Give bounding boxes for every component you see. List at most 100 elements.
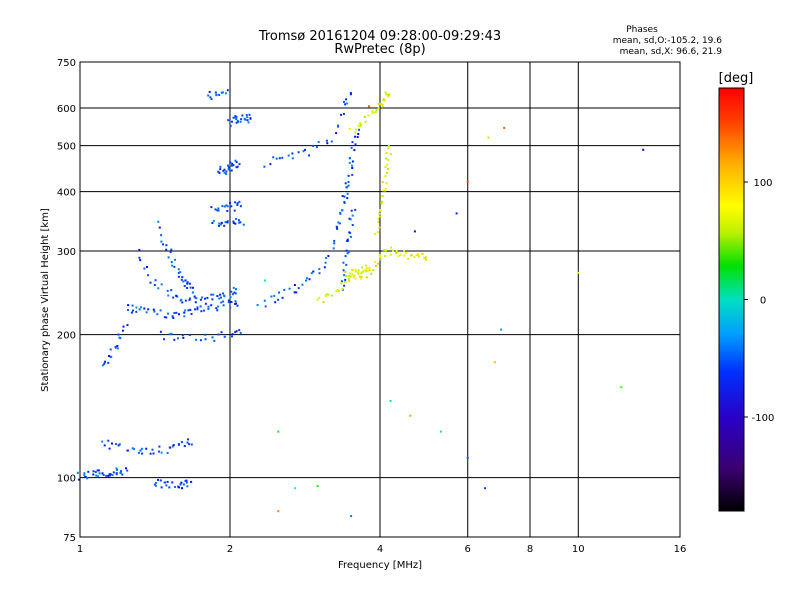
o-mode-point [346, 239, 349, 242]
o-mode-point [343, 201, 346, 204]
x-mode-point [337, 290, 340, 293]
o-mode-point [116, 347, 119, 350]
colorbar [718, 87, 745, 512]
o-mode-point [239, 331, 242, 334]
x-mode-point [354, 131, 357, 134]
o-mode-point [117, 444, 120, 447]
data-points [76, 89, 645, 518]
x-mode-point [351, 273, 354, 276]
o-mode-point [337, 221, 340, 224]
o-mode-point [204, 302, 207, 305]
o-mode-point [204, 297, 206, 300]
o-mode-point [242, 223, 245, 226]
o-mode-point [223, 171, 226, 174]
o-mode-point [190, 443, 193, 446]
o-mode-point [193, 295, 196, 298]
o-mode-point [152, 308, 155, 311]
o-mode-point [169, 251, 172, 253]
x-mode-point [385, 249, 387, 252]
o-mode-point [270, 295, 273, 298]
o-mode-point [349, 92, 352, 95]
o-mode-point [204, 333, 207, 336]
x-mode-point [351, 269, 354, 272]
o-mode-point [183, 315, 186, 318]
o-mode-point [347, 250, 350, 253]
o-mode-point [330, 140, 333, 143]
scatter-point [367, 105, 370, 108]
x-tick-label: 2 [227, 544, 233, 555]
o-mode-point [171, 445, 174, 448]
o-mode-point [159, 309, 162, 312]
o-mode-point [336, 226, 338, 229]
o-mode-point [293, 291, 296, 294]
o-mode-point [143, 307, 146, 310]
o-mode-point [226, 89, 229, 92]
o-mode-point [216, 209, 219, 212]
x-mode-point [361, 271, 364, 273]
o-mode-point [182, 483, 185, 486]
x-mode-point [379, 255, 382, 258]
o-mode-point [232, 164, 235, 167]
o-mode-point [204, 338, 207, 341]
o-mode-point [156, 313, 159, 316]
o-mode-point [263, 165, 266, 168]
x-mode-point [385, 182, 388, 185]
o-mode-point [236, 203, 239, 206]
o-mode-point [226, 221, 229, 224]
y-tick-label: 500 [57, 142, 76, 153]
y-tick-label: 200 [57, 331, 76, 342]
o-mode-point [234, 159, 237, 162]
o-mode-point [333, 239, 336, 242]
o-mode-point [354, 208, 357, 211]
o-mode-point [327, 255, 330, 257]
o-mode-point [231, 293, 234, 296]
o-mode-point [232, 286, 235, 289]
x-tick-label: 6 [465, 544, 471, 555]
o-mode-point [348, 217, 351, 220]
o-mode-point [343, 100, 345, 103]
x-mode-point [379, 258, 382, 261]
o-mode-point [239, 221, 242, 224]
o-mode-point [281, 156, 284, 159]
y-tick-label: 400 [57, 188, 76, 199]
o-mode-point [118, 443, 121, 446]
x-mode-point [365, 276, 368, 279]
x-mode-point [397, 255, 400, 258]
o-mode-point [153, 310, 156, 313]
x-mode-point [353, 274, 356, 277]
o-mode-point [214, 91, 217, 94]
o-mode-point [101, 364, 104, 367]
o-mode-point [212, 219, 215, 222]
o-mode-point [180, 441, 183, 444]
o-mode-point [127, 304, 130, 307]
x-mode-point [352, 276, 355, 278]
o-mode-point [200, 310, 203, 313]
o-mode-point [86, 477, 89, 480]
o-mode-point [146, 266, 148, 268]
x-mode-point [341, 288, 344, 291]
x-mode-point [375, 110, 378, 113]
scatter-point [413, 230, 416, 233]
o-mode-point [304, 148, 306, 151]
x-mode-point [403, 254, 406, 257]
o-mode-point [188, 443, 191, 446]
o-mode-point [226, 205, 229, 208]
o-mode-point [191, 291, 194, 294]
o-mode-point [338, 222, 341, 225]
o-mode-point [152, 452, 155, 455]
o-mode-point [172, 317, 175, 319]
x-mode-point [349, 275, 352, 278]
x-mode-point [370, 272, 373, 275]
o-mode-point [345, 186, 348, 189]
o-mode-point [187, 309, 190, 312]
x-mode-point [372, 269, 375, 272]
x-mode-point [381, 103, 384, 106]
o-mode-point [84, 475, 87, 478]
o-mode-point [350, 146, 353, 149]
x-mode-point [385, 152, 388, 154]
scatter-point [277, 430, 280, 433]
x-mode-point [384, 255, 387, 258]
x-mode-point [360, 272, 363, 275]
x-mode-point [386, 171, 389, 174]
o-mode-point [201, 296, 203, 299]
